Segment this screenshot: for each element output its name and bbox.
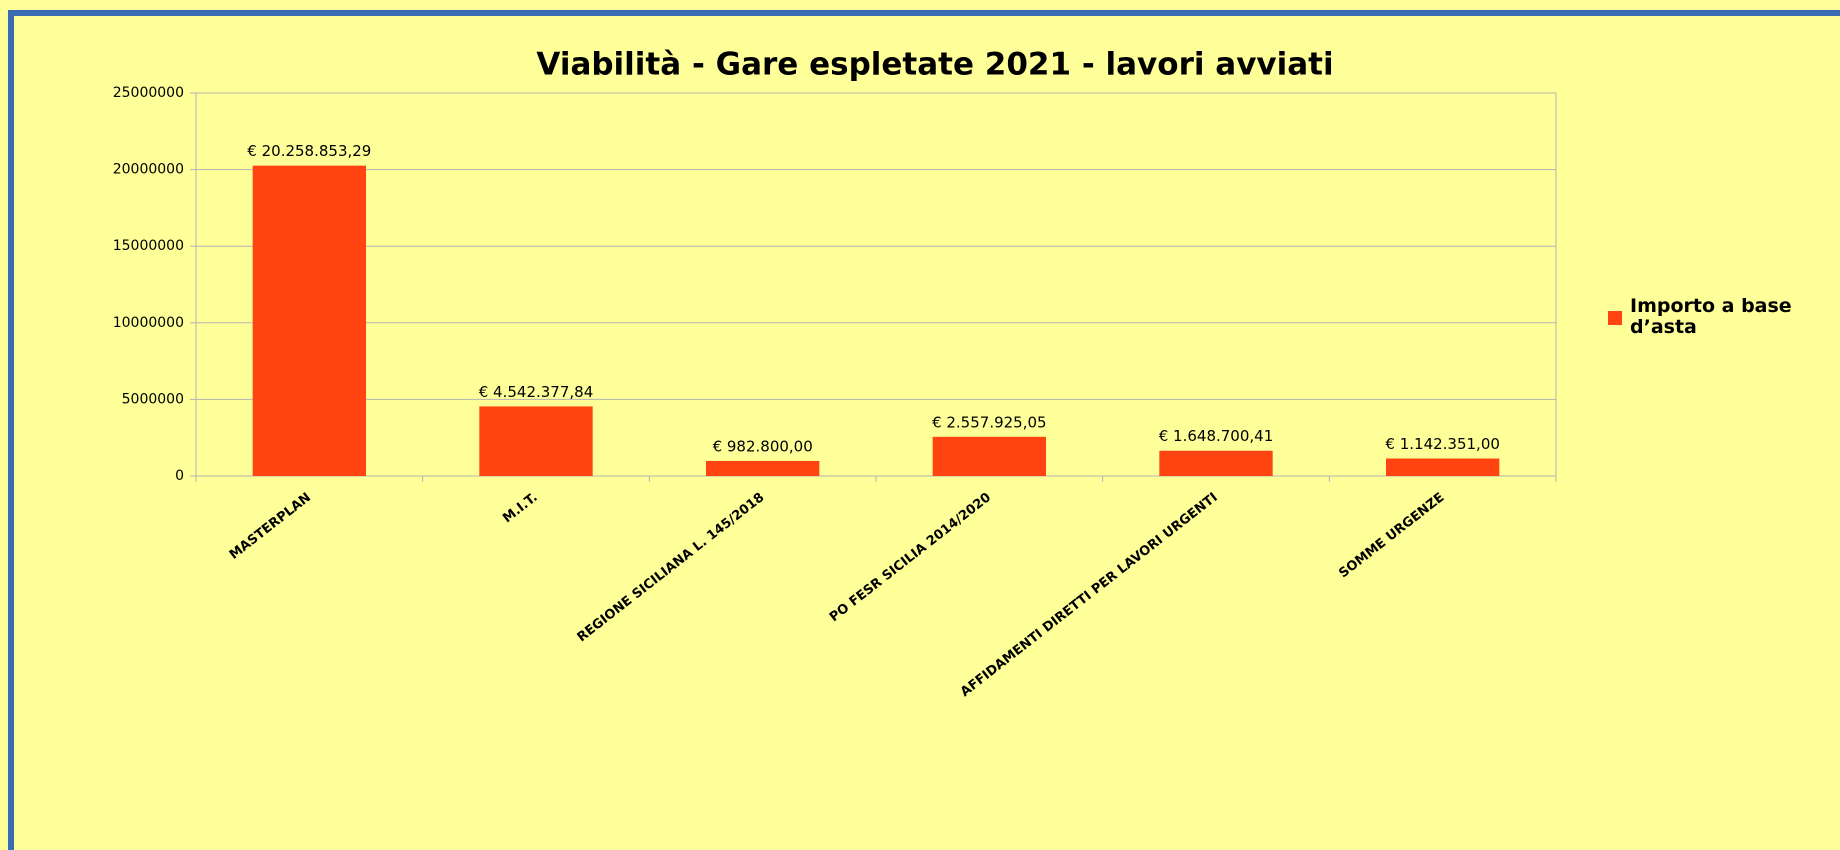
- y-tick-label: 25000000: [113, 85, 184, 101]
- x-tick-label: REGIONE SICILIANA L. 145/2018: [575, 490, 768, 645]
- bar: [706, 460, 820, 476]
- y-tick-label: 0: [175, 468, 184, 484]
- bar: [1386, 458, 1500, 476]
- x-tick-label: AFFIDAMENTI DIRETTI PER LAVORI URGENTI: [958, 490, 1221, 700]
- bar: [479, 406, 593, 476]
- data-label: € 1.142.351,00: [1385, 435, 1500, 453]
- bar: [1159, 450, 1273, 476]
- chart-frame: [8, 10, 1840, 850]
- x-tick-label: M.I.T.: [500, 490, 540, 526]
- legend: Importo a base d’asta: [1608, 296, 1808, 338]
- y-tick-label: 15000000: [113, 238, 184, 254]
- bar: [932, 436, 1046, 476]
- y-tick-label: 10000000: [113, 315, 184, 331]
- chart-title: Viabilità - Gare espletate 2021 - lavori…: [536, 47, 1333, 83]
- x-tick-label: MASTERPLAN: [227, 490, 314, 563]
- y-tick-label: 20000000: [113, 162, 184, 178]
- data-label: € 2.557.925,05: [932, 413, 1047, 431]
- data-label: € 4.542.377,84: [479, 383, 594, 401]
- x-tick-label: SOMME URGENZE: [1336, 490, 1447, 581]
- legend-swatch: [1608, 311, 1622, 325]
- data-label: € 20.258.853,29: [247, 142, 371, 160]
- bar: [252, 165, 366, 476]
- x-tick-label: PO FESR SICILIA 2014/2020: [827, 490, 994, 625]
- legend-label: Importo a base d’asta: [1630, 295, 1792, 338]
- y-tick-label: 5000000: [122, 391, 184, 407]
- data-label: € 1.648.700,41: [1159, 427, 1274, 445]
- data-label: € 982.800,00: [713, 437, 813, 455]
